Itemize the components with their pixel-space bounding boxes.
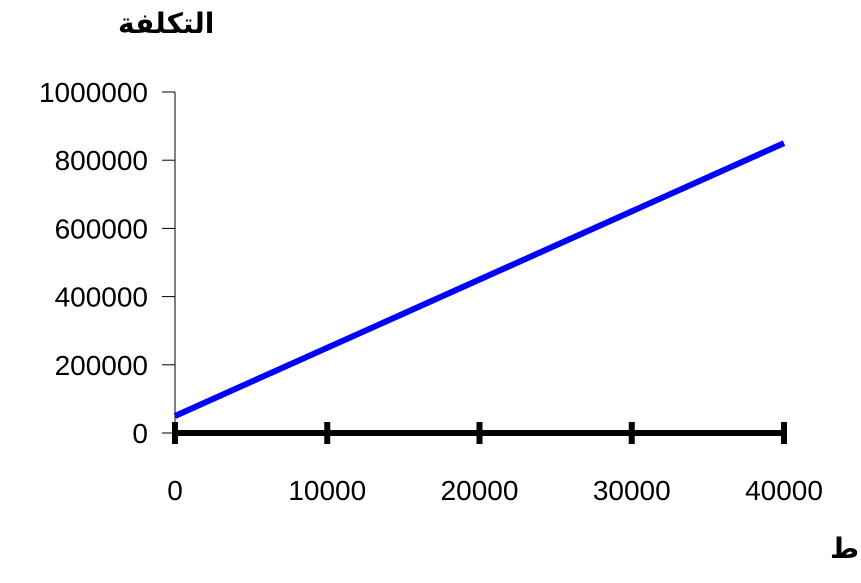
x-tick-label: 0 xyxy=(167,475,183,506)
x-axis-title: مستوى النشاط xyxy=(830,532,861,565)
x-tick-label: 10000 xyxy=(288,475,366,506)
y-tick-label: 0 xyxy=(132,418,148,449)
series-group xyxy=(173,140,786,419)
y-tick-label: 400000 xyxy=(55,282,148,313)
x-tick-label: 20000 xyxy=(441,475,519,506)
y-tick-label: 800000 xyxy=(55,145,148,176)
y-tick-label: 1000000 xyxy=(39,77,148,108)
x-tick-label: 30000 xyxy=(593,475,671,506)
y-tick-label: 200000 xyxy=(55,350,148,381)
y-axis: 0 200000 400000 600000 800000 1000000 xyxy=(39,77,176,449)
cost-line xyxy=(173,140,786,419)
y-tick-label: 600000 xyxy=(55,213,148,244)
x-tick-label: 40000 xyxy=(745,475,823,506)
y-axis-title: التكلفة xyxy=(118,7,214,40)
x-axis: 0 10000 20000 30000 40000 xyxy=(167,422,823,506)
